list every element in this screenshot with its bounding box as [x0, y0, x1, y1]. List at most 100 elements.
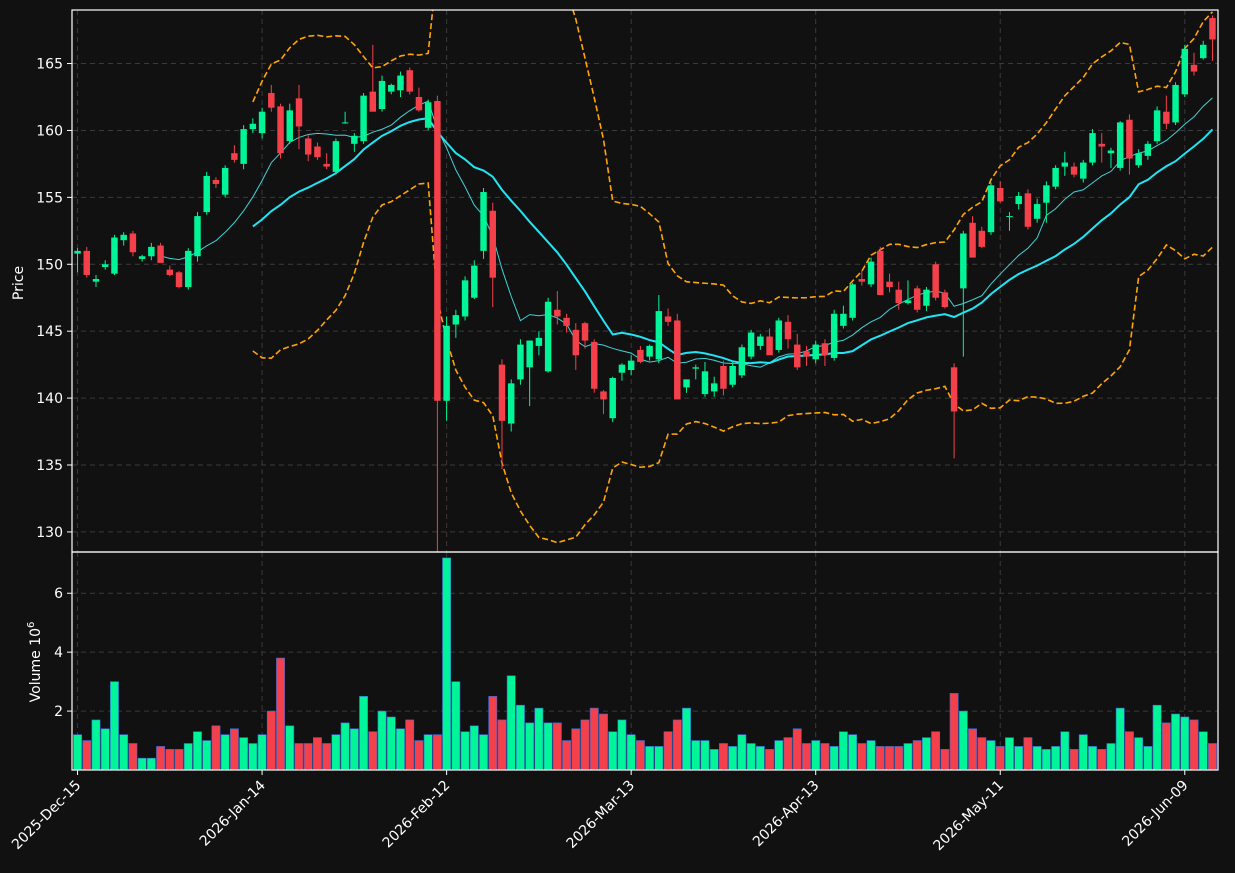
candle-body — [194, 216, 201, 257]
volume-bar — [110, 681, 119, 771]
price-tick-label: 140 — [36, 391, 63, 407]
volume-bar — [414, 740, 424, 771]
volume-bar — [792, 728, 802, 771]
candle-body — [840, 313, 847, 326]
volume-bar — [479, 734, 488, 771]
candle-body — [544, 301, 552, 372]
candle-body — [1135, 153, 1142, 166]
volume-bar — [617, 719, 627, 771]
volume-bar — [497, 719, 507, 771]
candle-body — [747, 332, 755, 357]
volume-bar — [968, 728, 977, 771]
candle-body — [378, 80, 386, 110]
candle-body — [314, 146, 321, 158]
volume-bar — [663, 731, 673, 771]
candle-body — [1190, 64, 1198, 72]
moving-averages — [160, 97, 1214, 368]
volume-bar — [1171, 713, 1180, 771]
candle-body — [498, 364, 506, 421]
price-tick-label: 155 — [36, 190, 63, 206]
candle-body — [489, 210, 496, 278]
volume-bar — [1152, 704, 1162, 771]
volume-bar — [1005, 737, 1014, 771]
bollinger-upper-line — [252, 10, 1214, 305]
candle-body — [507, 383, 515, 424]
volume-bar — [257, 734, 267, 771]
volume-bar — [1032, 746, 1042, 771]
candle-body — [120, 234, 127, 241]
volume-tick-label: 2 — [54, 704, 63, 720]
volume-bar — [1143, 746, 1153, 771]
candle-body — [341, 122, 349, 124]
volume-bar — [783, 737, 793, 771]
volume-axis-label: Volume 106 — [26, 622, 44, 703]
volume-bar — [119, 734, 129, 771]
candle-body — [895, 289, 902, 304]
candle-body — [950, 367, 958, 412]
volume-bar — [73, 734, 82, 771]
volume-bar — [1060, 731, 1070, 771]
volume-bar — [451, 681, 461, 771]
candle-body — [286, 110, 293, 142]
candle-body — [563, 317, 570, 326]
candle-body — [1116, 122, 1124, 168]
volume-bar — [239, 737, 249, 771]
candle-body — [249, 123, 257, 130]
candle-body — [738, 347, 746, 376]
volume-bar — [746, 743, 756, 771]
candle-body — [794, 344, 801, 368]
candle-body — [775, 320, 783, 350]
volume-bar — [811, 740, 821, 771]
price-ticks: 130 135 140 145 150 155 160 165 — [36, 57, 72, 541]
candle-body — [83, 250, 90, 275]
candle-body — [166, 269, 174, 275]
volume-bar — [396, 728, 405, 771]
moving-average-20-line — [252, 117, 1214, 365]
candle-body — [554, 309, 561, 317]
candle-body — [157, 245, 164, 263]
candle-body — [710, 383, 718, 392]
volume-bar — [562, 740, 571, 771]
price-tick-label: 150 — [36, 257, 63, 273]
volume-axis-unit-base: 10 — [28, 628, 44, 650]
candle-body — [517, 344, 524, 380]
candle-body — [1061, 162, 1069, 167]
volume-bar — [183, 743, 193, 771]
candle-body — [231, 153, 238, 160]
volume-bar — [1208, 743, 1217, 771]
candle-body — [148, 246, 155, 257]
candle-body — [471, 265, 478, 298]
volume-bar — [516, 704, 525, 771]
candle-body — [941, 292, 949, 308]
candle-body — [323, 163, 330, 167]
candle-body — [406, 70, 413, 92]
candle-body — [849, 284, 856, 318]
volume-bar — [608, 731, 618, 771]
candle-body — [904, 300, 912, 304]
volume-bar — [977, 737, 987, 771]
candle-body — [295, 98, 303, 127]
price-tick-label: 160 — [36, 123, 63, 139]
volume-bar — [949, 693, 959, 771]
candle-body — [720, 365, 727, 389]
volume-bar — [691, 740, 701, 771]
candle-body — [683, 379, 690, 388]
candle-body — [886, 281, 893, 288]
candle-body — [74, 250, 81, 254]
candle-body — [812, 344, 819, 360]
volume-bar — [765, 749, 774, 771]
candle-body — [858, 278, 866, 282]
candle-body — [1043, 185, 1050, 203]
volume-bar — [1161, 722, 1171, 771]
candle-body — [1181, 48, 1189, 95]
volume-bar — [1180, 716, 1190, 771]
volume-bar — [728, 746, 738, 771]
volume-bar — [220, 734, 230, 771]
price-tick-label: 135 — [36, 458, 63, 474]
candle-body — [600, 391, 607, 400]
volume-bar — [774, 740, 784, 771]
candle-body — [1209, 18, 1216, 40]
volume-bar — [303, 743, 313, 771]
